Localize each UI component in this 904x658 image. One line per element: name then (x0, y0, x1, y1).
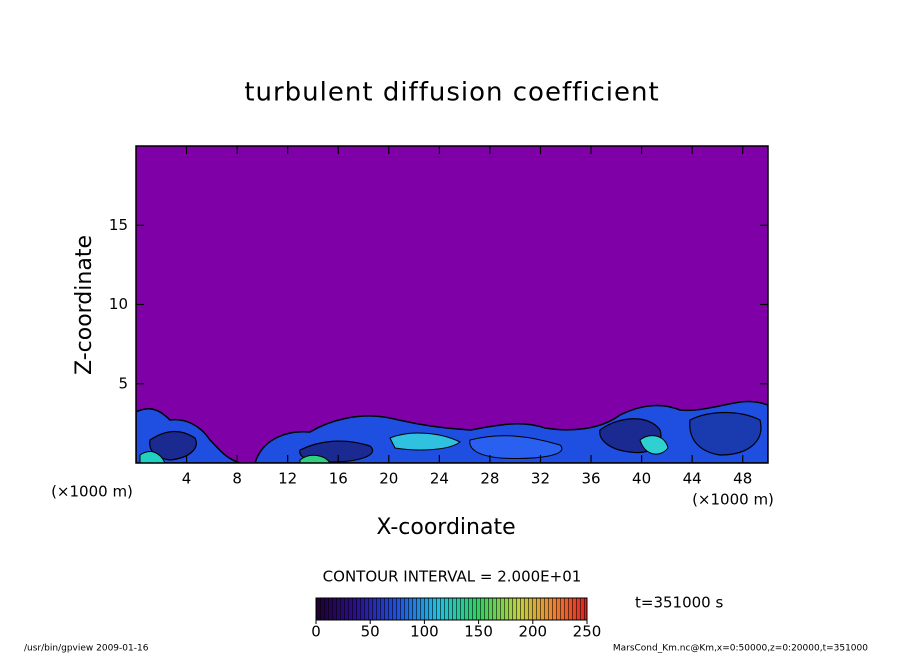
y-tick-label: 5 (118, 374, 128, 392)
field-patch (299, 454, 331, 463)
x-tick-label: 32 (531, 470, 550, 488)
x-tick-label: 44 (683, 470, 702, 488)
field-patch (689, 411, 762, 456)
x-tick-label: 16 (329, 470, 348, 488)
footer-left: /usr/bin/gpview 2009-01-16 (24, 644, 149, 654)
colorbar-tick-label: 100 (410, 623, 439, 641)
colorbar-tick-label: 150 (464, 623, 493, 641)
y-axis-label: Z-coordinate (72, 235, 97, 375)
field-patch (139, 451, 166, 463)
x-tick-label: 40 (632, 470, 651, 488)
x-unit-label: (×1000 m) (692, 491, 774, 509)
colorbar-tick-label: 50 (361, 623, 380, 641)
field-patch (639, 435, 669, 455)
x-tick-label: 4 (182, 470, 192, 488)
colorbar-tick-label: 0 (311, 623, 321, 641)
x-axis-label: X-coordinate (376, 515, 515, 540)
chart-title: turbulent diffusion coefficient (244, 78, 659, 108)
field-patch (469, 435, 563, 459)
x-tick-label: 12 (278, 470, 297, 488)
field-patch (389, 432, 461, 451)
colorbar-levels (316, 598, 587, 620)
x-tick-label: 28 (480, 470, 499, 488)
x-tick-label: 24 (430, 470, 449, 488)
x-tick-label: 8 (232, 470, 242, 488)
colorbar-tick-label: 200 (518, 623, 547, 641)
contour-interval: CONTOUR INTERVAL = 2.000E+01 (323, 568, 582, 586)
x-tick-label: 48 (733, 470, 752, 488)
turbulent-field (136, 400, 768, 463)
x-tick-label: 36 (581, 470, 600, 488)
y-unit-label: (×1000 m) (51, 483, 133, 501)
footer-right: MarsCond_Km.nc@Km,x=0:50000,z=0:20000,t=… (613, 644, 868, 654)
colorbar-tick-label: 250 (573, 623, 602, 641)
y-tick-label: 10 (109, 295, 128, 313)
colorbar-frame (315, 597, 588, 621)
x-tick-label: 20 (379, 470, 398, 488)
y-tick-label: 15 (109, 216, 128, 234)
time-label: t=351000 s (635, 594, 723, 612)
